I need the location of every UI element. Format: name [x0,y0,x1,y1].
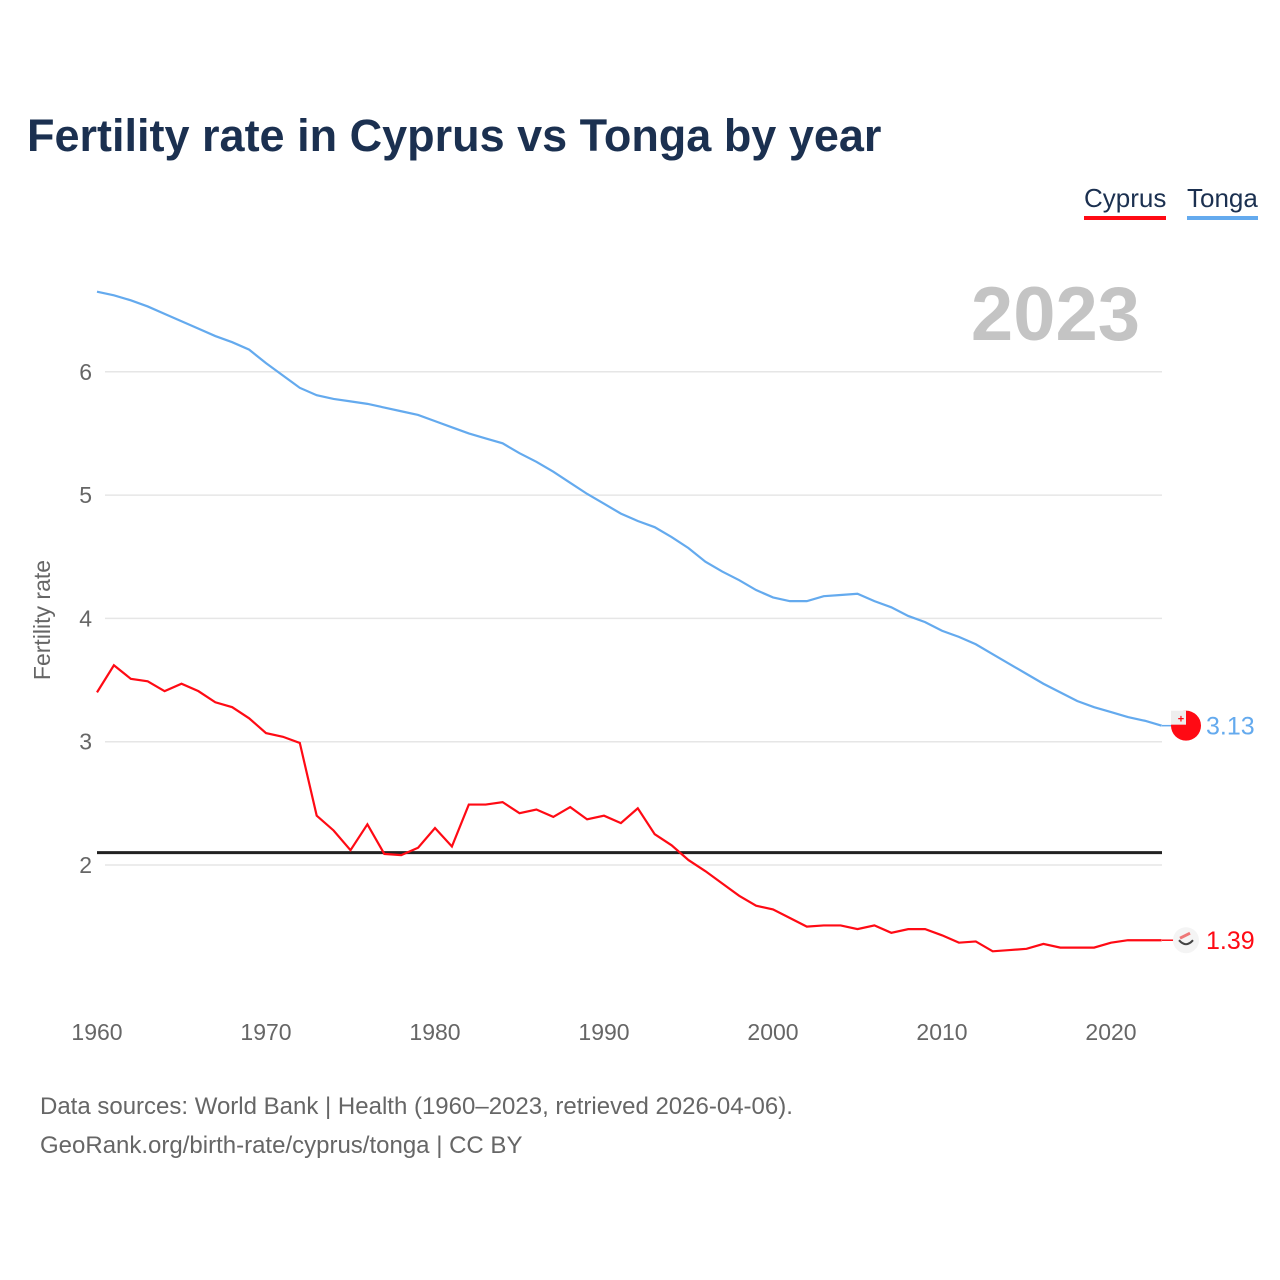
x-tick-label: 2010 [916,1019,967,1045]
x-tick-label: 1960 [71,1019,122,1045]
cyprus-flag-map [1179,931,1191,940]
end-value-label: 1.39 [1206,927,1255,955]
y-tick-label: 3 [79,729,92,755]
series-line-cyprus [96,663,1162,953]
cyprus-flag-branches [1178,939,1194,946]
cyprus-flag-icon [1173,927,1199,954]
y-tick-label: 2 [79,852,92,878]
x-tick-label: 2020 [1085,1019,1136,1045]
source-line-1: Data sources: World Bank | Health (1960–… [40,1093,793,1120]
end-value-label: 3.13 [1206,713,1255,741]
y-tick-label: 5 [79,482,92,508]
series-line-tonga [96,290,1163,727]
tonga-flag-cross: + [1178,714,1184,726]
x-tick-label: 1980 [409,1019,460,1045]
chart-title: Fertility rate in Cyprus vs Tonga by yea… [27,110,882,161]
tonga-flag-canton [1171,710,1186,725]
y-tick-label: 4 [79,605,92,631]
legend-tonga[interactable]: Tonga [1187,183,1258,220]
legend-cyprus[interactable]: Cyprus [1084,183,1167,220]
x-tick-label: 1970 [240,1019,291,1045]
source-line-2[interactable]: GeoRank.org/birth-rate/cyprus/tonga | CC… [40,1132,523,1159]
x-tick-label: 1990 [578,1019,629,1045]
year-watermark: 2023 [971,272,1140,357]
y-tick-label: 6 [79,359,92,385]
source-note: Data sources: World Bank | Health (1960–… [40,1087,793,1165]
x-tick-label: 2000 [747,1019,798,1045]
y-axis-label: Fertility rate [29,560,55,680]
